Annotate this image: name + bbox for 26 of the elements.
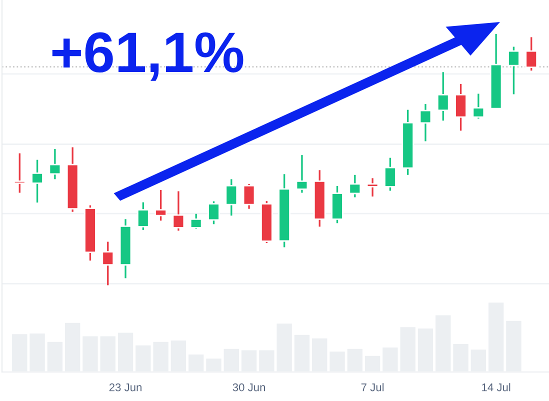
candlestick xyxy=(136,201,150,231)
candlestick xyxy=(31,158,44,204)
candlestick xyxy=(13,152,26,194)
x-tick-label: 30 Jun xyxy=(232,383,265,392)
candlestick xyxy=(225,178,238,216)
candlestick xyxy=(366,177,379,198)
candlestick xyxy=(208,200,220,225)
candlestick xyxy=(472,92,485,120)
annotation: +61,1% xyxy=(52,32,244,81)
candlestick xyxy=(154,189,167,222)
candlestick xyxy=(454,83,467,132)
candlestick xyxy=(384,156,396,192)
candlestick xyxy=(419,103,432,142)
candlestick xyxy=(296,154,308,194)
candlestick xyxy=(48,148,62,180)
x-tick-label: 23 Jun xyxy=(109,383,142,392)
candlestick xyxy=(172,190,185,232)
candlestick xyxy=(508,46,520,96)
x-tick-label: 7 Jul xyxy=(361,383,384,392)
candlestick xyxy=(190,213,202,230)
candlestick xyxy=(102,240,114,286)
candlestick xyxy=(348,174,362,198)
x-tick-label: 14 Jul xyxy=(482,383,510,392)
candlestick xyxy=(242,183,256,210)
candlestick xyxy=(525,36,538,72)
candlestick xyxy=(436,71,450,122)
